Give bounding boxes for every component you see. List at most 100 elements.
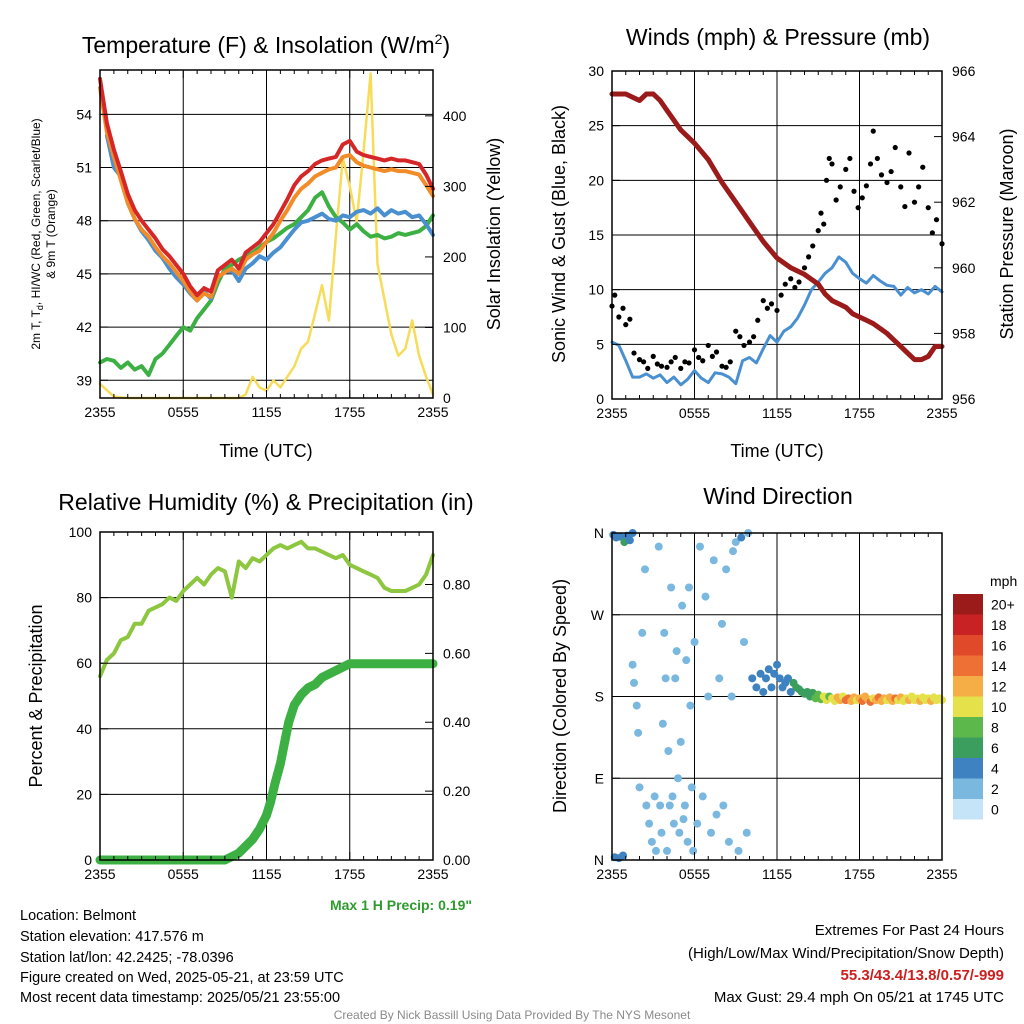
colorbar-label: 4: [991, 760, 999, 776]
direction-point: [724, 837, 733, 846]
direction-point: [727, 692, 736, 701]
direction-point: [652, 846, 660, 855]
direction-point: [731, 538, 740, 547]
y-tick-label: 42: [76, 319, 92, 335]
x-tick-label: 1755: [334, 404, 365, 420]
colorbar-label: 0: [991, 801, 999, 817]
x-tick-label: 1755: [844, 405, 875, 421]
gust-point: [911, 199, 918, 205]
gust-point: [833, 197, 839, 203]
gust-point: [870, 128, 876, 134]
y2-tick-label: 0.40: [443, 714, 470, 730]
y2-tick-label: 956: [952, 391, 976, 407]
gust-point: [916, 184, 922, 190]
winds-y-axis-label: Sonic Wind & Gust (Blue, Black): [549, 105, 569, 363]
gust-point: [755, 317, 761, 323]
gust-point: [774, 307, 780, 314]
direction-point: [668, 792, 677, 801]
gust-point: [682, 359, 688, 365]
colorbar-swatch: [953, 799, 983, 820]
gust-point: [920, 164, 926, 170]
y-tick-label: 60: [76, 655, 92, 671]
gust-point: [821, 221, 827, 227]
colorbar-label: 2: [991, 781, 999, 797]
x-tick-label: 1755: [844, 866, 875, 882]
y-tick-label: 10: [588, 282, 604, 298]
y-tick-label: 80: [76, 590, 92, 606]
x-tick-label: 2355: [596, 405, 627, 421]
insolation-y2-axis-label: Solar Insolation (Yellow): [484, 138, 504, 330]
created-text: Figure created on Wed, 2025-05-21, at 23…: [20, 970, 344, 986]
colorbar-label: 20+: [991, 596, 1015, 612]
gust-point: [925, 205, 931, 211]
direction-point: [762, 674, 770, 683]
sonic-wind-line: [610, 255, 944, 387]
direction-point: [709, 556, 718, 565]
extremes-values: 55.3/43.4/13.8/0.57/-999: [841, 967, 1004, 984]
gust-point: [878, 172, 885, 178]
y-tick-label: 39: [76, 372, 92, 388]
y-tick-label: N: [594, 852, 604, 868]
direction-point: [756, 669, 765, 678]
direction-point: [737, 533, 746, 542]
x-tick-label: 0555: [168, 404, 199, 420]
y2-tick-label: 966: [952, 63, 976, 79]
gust-point: [631, 350, 637, 356]
x-tick-label: 2355: [417, 866, 448, 882]
gust-point: [719, 363, 725, 369]
gust-point: [760, 298, 766, 304]
gust-point: [713, 349, 720, 355]
y-tick-label: 54: [76, 106, 92, 122]
gust-point: [933, 217, 940, 223]
gust-point: [764, 305, 770, 311]
wind-direction-y-axis-label: Direction (Colored By Speed): [550, 579, 570, 813]
gust-point: [650, 353, 656, 359]
temperature-title: Temperature (F) & Insolation (W/m2): [82, 31, 450, 58]
direction-point: [647, 837, 656, 846]
winds-panel: Winds (mph) & Pressure (mb) 2355 0555 1155…: [549, 24, 1017, 461]
direction-point: [630, 678, 638, 687]
gust-point: [859, 195, 865, 201]
gust-point: [654, 361, 660, 367]
direction-point: [689, 846, 698, 855]
winds-title: Winds (mph) & Pressure (mb): [626, 24, 930, 50]
gust-point: [672, 354, 678, 361]
colorbar-swatch: [953, 655, 983, 676]
direction-point: [665, 801, 674, 810]
gust-point: [782, 281, 788, 287]
colorbar-swatch: [953, 696, 983, 717]
x-tick-label: 2355: [84, 404, 115, 420]
direction-point: [698, 792, 707, 801]
direction-point: [616, 532, 625, 541]
colorbar-swatch: [953, 594, 983, 615]
direction-point: [722, 565, 731, 574]
direction-point: [663, 846, 671, 855]
direction-point: [685, 583, 693, 592]
y2-tick-label: 960: [952, 260, 976, 276]
direction-point: [759, 687, 768, 696]
direction-point: [719, 801, 728, 810]
y-tick-label: 15: [588, 227, 604, 243]
direction-point: [775, 674, 784, 683]
gust-point: [929, 230, 935, 236]
direction-point: [740, 638, 748, 646]
direction-point: [669, 819, 678, 828]
x-tick-label: 1155: [251, 404, 281, 420]
direction-point: [645, 819, 654, 828]
y2-tick-label: 0.80: [443, 576, 470, 592]
gust-point: [806, 254, 812, 260]
direction-point: [634, 728, 643, 737]
direction-point: [770, 669, 779, 678]
direction-point: [650, 792, 659, 801]
colorbar-label: 8: [991, 719, 999, 735]
gust-point: [691, 347, 698, 353]
gust-point: [733, 328, 739, 334]
direction-point: [696, 542, 704, 551]
gust-point: [768, 301, 775, 307]
y2-tick-label: 0.20: [443, 783, 470, 799]
humidity-panel: Relative Humidity (%) & Precipitation (i…: [26, 489, 474, 913]
humidity-title: Relative Humidity (%) & Precipitation (i…: [58, 489, 473, 515]
temp-9m-line: [98, 85, 435, 303]
y2-tick-label: 200: [443, 249, 467, 265]
gust-point: [678, 365, 684, 371]
